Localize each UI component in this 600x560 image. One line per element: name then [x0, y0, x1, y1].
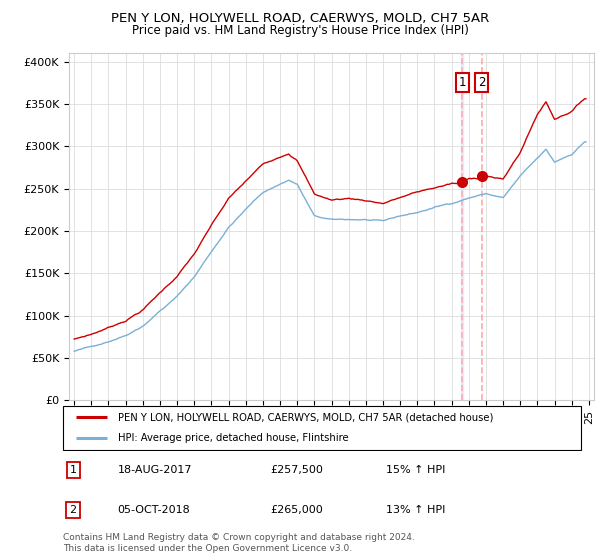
- Text: £265,000: £265,000: [270, 505, 323, 515]
- Text: 18-AUG-2017: 18-AUG-2017: [118, 465, 192, 475]
- Text: 2: 2: [478, 76, 485, 90]
- Text: Price paid vs. HM Land Registry's House Price Index (HPI): Price paid vs. HM Land Registry's House …: [131, 24, 469, 37]
- Text: 2: 2: [70, 505, 77, 515]
- Text: Contains HM Land Registry data © Crown copyright and database right 2024.
This d: Contains HM Land Registry data © Crown c…: [63, 533, 415, 553]
- Bar: [461, 53, 463, 400]
- FancyBboxPatch shape: [62, 406, 581, 450]
- Text: HPI: Average price, detached house, Flintshire: HPI: Average price, detached house, Flin…: [118, 433, 349, 444]
- Text: 15% ↑ HPI: 15% ↑ HPI: [386, 465, 445, 475]
- Text: 1: 1: [70, 465, 77, 475]
- Text: 05-OCT-2018: 05-OCT-2018: [118, 505, 191, 515]
- Text: £257,500: £257,500: [270, 465, 323, 475]
- Text: PEN Y LON, HOLYWELL ROAD, CAERWYS, MOLD, CH7 5AR: PEN Y LON, HOLYWELL ROAD, CAERWYS, MOLD,…: [111, 12, 489, 25]
- Text: 13% ↑ HPI: 13% ↑ HPI: [386, 505, 445, 515]
- Text: PEN Y LON, HOLYWELL ROAD, CAERWYS, MOLD, CH7 5AR (detached house): PEN Y LON, HOLYWELL ROAD, CAERWYS, MOLD,…: [118, 412, 493, 422]
- Text: 1: 1: [458, 76, 466, 90]
